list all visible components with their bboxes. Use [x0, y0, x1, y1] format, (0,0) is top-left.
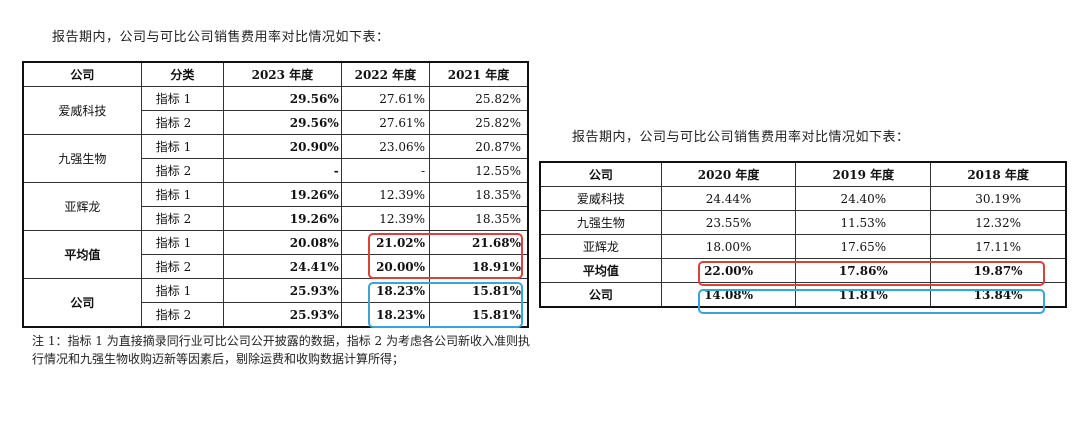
company-name: 爱威科技 — [539, 186, 662, 211]
header-2022: 2022 年度 — [340, 61, 431, 87]
table-row: 九强生物 指标 1 20.90% 23.06% 20.87% — [22, 134, 529, 183]
footnote: 注 1：指标 1 为直接摘录同行业可比公司公开披露的数据，指标 2 为考虑各公司… — [32, 334, 530, 366]
header-company: 公司 — [22, 61, 142, 87]
header-2020: 2020 年度 — [660, 161, 797, 187]
indicator-label: 指标 1 — [140, 86, 225, 111]
indicator-label: 指标 2 — [140, 302, 225, 328]
value-2022: - — [340, 158, 431, 183]
value-2020: 23.55% — [660, 210, 797, 235]
value-2018: 17.11% — [930, 234, 1067, 259]
value-2023: 20.90% — [223, 134, 342, 159]
indicator-label: 指标 2 — [140, 254, 225, 279]
value-2020: 18.00% — [660, 234, 797, 259]
company-highlight-box — [368, 282, 523, 328]
table-row: 亚辉龙 18.00% 17.65% 17.11% — [539, 234, 1067, 259]
value-2022: 27.61% — [340, 86, 431, 111]
value-2020: 14.08% — [660, 282, 797, 308]
table-row: 九强生物 23.55% 11.53% 12.32% — [539, 210, 1067, 235]
value-2023: 29.56% — [223, 110, 342, 135]
right-expense-ratio-table: 公司 2020 年度 2019 年度 2018 年度 爱威科技 24.44% 2… — [539, 161, 1067, 308]
value-2023: 29.56% — [223, 86, 342, 111]
value-2023: 19.26% — [223, 206, 342, 231]
value-2023: 24.41% — [223, 254, 342, 279]
value-2018: 30.19% — [930, 186, 1067, 211]
indicator-label: 指标 2 — [140, 206, 225, 231]
right-caption: 报告期内，公司与可比公司销售费用率对比情况如下表： — [572, 130, 910, 145]
value-2022: 12.39% — [340, 182, 431, 207]
table-header-row: 公司 分类 2023 年度 2022 年度 2021 年度 — [22, 61, 529, 87]
value-2020: 24.44% — [660, 186, 797, 211]
company-name: 平均值 — [22, 230, 142, 279]
company-name: 亚辉龙 — [539, 234, 662, 259]
value-2019: 17.65% — [795, 234, 932, 259]
indicator-label: 指标 2 — [140, 110, 225, 135]
value-2021: 12.55% — [429, 158, 529, 183]
value-2021: 15.81% — [429, 302, 529, 328]
header-category: 分类 — [140, 61, 225, 87]
indicator-label: 指标 1 — [140, 182, 225, 207]
header-company: 公司 — [539, 161, 662, 187]
left-caption: 报告期内，公司与可比公司销售费用率对比情况如下表： — [52, 30, 390, 45]
company-highlight-box-right — [698, 289, 1045, 314]
value-2019: 11.53% — [795, 210, 932, 235]
company-name: 九强生物 — [22, 134, 142, 183]
value-2022: 27.61% — [340, 110, 431, 135]
table-row: 爱威科技 指标 1 29.56% 27.61% 25.82% — [22, 86, 529, 135]
company-name: 公司 — [22, 278, 142, 328]
table-header-row: 公司 2020 年度 2019 年度 2018 年度 — [539, 161, 1067, 187]
value-2023: 25.93% — [223, 278, 342, 303]
indicator-label: 指标 1 — [140, 278, 225, 303]
company-name: 九强生物 — [539, 210, 662, 235]
table-row: 爱威科技 24.44% 24.40% 30.19% — [539, 186, 1067, 211]
header-2019: 2019 年度 — [795, 161, 932, 187]
value-2022: 20.00% — [340, 254, 431, 279]
table-row: 指标 2 24.41% 20.00% 18.91% — [23, 254, 529, 279]
value-2021: 20.87% — [429, 134, 529, 159]
company-name: 亚辉龙 — [22, 182, 142, 231]
value-2023: - — [223, 158, 342, 183]
value-2022: 12.39% — [340, 206, 431, 231]
value-2021: 25.82% — [429, 110, 529, 135]
indicator-label: 指标 1 — [140, 134, 225, 159]
company-name: 平均值 — [539, 258, 662, 283]
value-2021: 18.35% — [429, 182, 529, 207]
value-2021: 18.35% — [429, 206, 529, 231]
value-2018: 12.32% — [930, 210, 1067, 235]
value-2019: 24.40% — [795, 186, 932, 211]
company-name: 公司 — [539, 282, 662, 308]
value-2022: 23.06% — [340, 134, 431, 159]
average-highlight-box-right — [698, 261, 1045, 286]
header-2018: 2018 年度 — [930, 161, 1067, 187]
header-2021: 2021 年度 — [429, 61, 529, 87]
header-2023: 2023 年度 — [223, 61, 342, 87]
table-row: 指标 2 19.26% 12.39% 18.35% — [23, 206, 529, 231]
table-row: 公司 14.08% 11.81% 13.84% — [539, 282, 1067, 308]
left-expense-ratio-table: 公司 分类 2023 年度 2022 年度 2021 年度 爱威科技 指标 1 … — [22, 61, 529, 328]
value-2023: 20.08% — [223, 230, 342, 255]
value-2021: 18.91% — [429, 254, 529, 279]
value-2019: 11.81% — [795, 282, 932, 308]
company-name: 爱威科技 — [22, 86, 142, 135]
table-row: 亚辉龙 指标 1 19.26% 12.39% 18.35% — [22, 182, 529, 231]
value-2021: 25.82% — [429, 86, 529, 111]
value-2023: 19.26% — [223, 182, 342, 207]
indicator-label: 指标 1 — [140, 230, 225, 255]
average-highlight-box — [368, 233, 523, 279]
value-2023: 25.93% — [223, 302, 342, 328]
indicator-label: 指标 2 — [140, 158, 225, 183]
